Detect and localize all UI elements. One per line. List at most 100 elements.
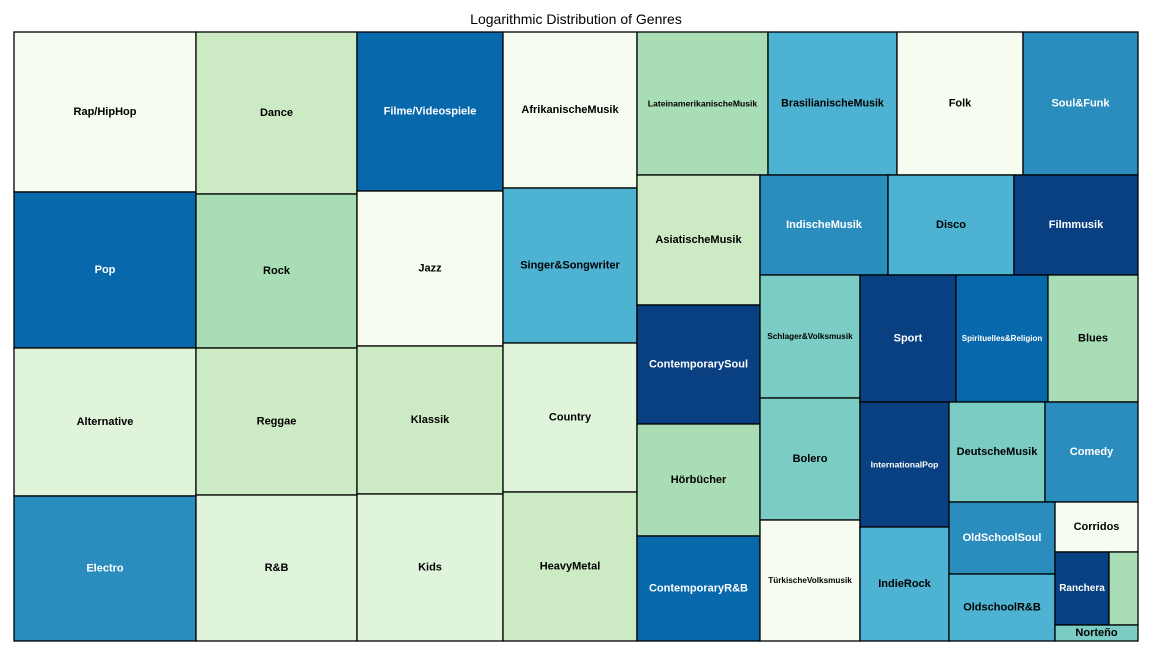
treemap-cell-norteno: Norteño [1054,624,1139,642]
treemap-cell-rap-hiphop: Rap/HipHop [13,31,197,193]
treemap-cell-klassik: Klassik [356,345,504,495]
treemap-label-lateinamerikanischemusik: LateinamerikanischeMusik [648,99,758,109]
treemap-cell-lateinamerikanischemusik: LateinamerikanischeMusik [636,31,769,176]
treemap-rect-bolero [759,397,861,521]
treemap-label-asiatischemusik: AsiatischeMusik [655,234,742,246]
treemap-rect-unlabeled-41 [1108,551,1139,626]
treemap-rect-folk [896,31,1024,176]
treemap-cell-asiatischemusik: AsiatischeMusik [636,174,761,306]
treemap-cell-oldschoolr-and-b: OldschoolR&B [948,573,1056,642]
treemap-rect-disco [887,174,1015,276]
treemap-cell-turkischevolksmusik: TürkischeVolksmusik [759,519,861,642]
treemap-cell-schlager-and-volksmusik: Schlager&Volksmusik [759,274,861,399]
treemap-label-blues: Blues [1078,333,1108,345]
treemap-rect-corridos [1054,501,1139,553]
treemap-label-oldschoolr-and-b: OldschoolR&B [963,602,1041,614]
treemap-label-kids: Kids [418,562,442,574]
treemap-label-ranchera: Ranchera [1059,583,1105,594]
treemap-label-rock: Rock [263,265,291,277]
treemap-cell-country: Country [502,342,638,493]
treemap-rect-singer-and-songwriter [502,187,638,344]
treemap-cell-filme-videospiele: Filme/Videospiele [356,31,504,192]
treemap-cell-disco: Disco [887,174,1015,276]
treemap-label-internationalpop: InternationalPop [871,460,939,470]
treemap-cell-folk: Folk [896,31,1024,176]
chart-title: Logarithmic Distribution of Genres [470,11,682,27]
treemap-cell-reggae: Reggae [195,347,358,496]
treemap-cell-oldschoolsoul: OldSchoolSoul [948,501,1056,575]
treemap-rect-blues [1047,274,1139,403]
treemap-cell-singer-and-songwriter: Singer&Songwriter [502,187,638,344]
treemap-cell-brasilianischemusik: BrasilianischeMusik [767,31,898,176]
treemap-label-soul-and-funk: Soul&Funk [1051,98,1110,110]
treemap-rect-electro [13,495,197,642]
treemap-label-folk: Folk [949,98,972,110]
treemap-cell-jazz: Jazz [356,190,504,347]
treemap-rect-contemporaryr-and-b [636,535,761,642]
treemap-cell-pop: Pop [13,191,197,349]
treemap-label-corridos: Corridos [1074,521,1120,533]
treemap-cell-soul-and-funk: Soul&Funk [1022,31,1139,176]
treemap-cell-heavymetal: HeavyMetal [502,491,638,642]
treemap-label-jazz: Jazz [418,263,442,275]
treemap-label-klassik: Klassik [411,414,450,426]
treemap-rect-country [502,342,638,493]
treemap-rect-reggae [195,347,358,496]
treemap-label-indischemusik: IndischeMusik [786,219,863,231]
treemap-cell-filmmusik: Filmmusik [1013,174,1139,276]
treemap-label-r-and-b: R&B [265,562,289,574]
treemap-cell-indierock: IndieRock [859,526,950,642]
treemap-cell-blues: Blues [1047,274,1139,403]
treemap-label-deutschemusik: DeutscheMusik [957,446,1039,458]
treemap-rect-turkischevolksmusik [759,519,861,642]
treemap-label-electro: Electro [86,563,124,575]
treemap-cell-dance: Dance [195,31,358,195]
treemap-rect-kids [356,493,504,642]
treemap-label-turkischevolksmusik: TürkischeVolksmusik [768,576,852,585]
treemap-label-dance: Dance [260,107,293,119]
treemap-label-bolero: Bolero [793,453,828,465]
treemap-rect-brasilianischemusik [767,31,898,176]
treemap-rect-soul-and-funk [1022,31,1139,176]
treemap-rect-spirituelles-and-religion [955,274,1049,403]
treemap-cell-corridos: Corridos [1054,501,1139,553]
treemap-rect-schlager-and-volksmusik [759,274,861,399]
treemap-label-spirituelles-and-religion: Spirituelles&Religion [962,334,1043,343]
treemap-label-norteno: Norteño [1075,627,1117,639]
treemap-label-disco: Disco [936,219,966,231]
treemap-rect-sport [859,274,957,403]
treemap-rect-indischemusik [759,174,889,276]
treemap-label-filme-videospiele: Filme/Videospiele [384,106,477,118]
treemap-rect-internationalpop [859,401,950,528]
treemap-label-contemporarysoul: ContemporarySoul [649,359,748,371]
treemap-rect-comedy [1044,401,1139,503]
treemap-cell-bolero: Bolero [759,397,861,521]
treemap-label-reggae: Reggae [257,416,297,428]
treemap-label-horbucher: Hörbücher [671,474,727,486]
treemap-label-sport: Sport [894,333,923,345]
treemap-cell-kids: Kids [356,493,504,642]
treemap-label-singer-and-songwriter: Singer&Songwriter [520,260,620,272]
treemap-rect-ranchera [1054,551,1110,626]
treemap-rect-filmmusik [1013,174,1139,276]
treemap-cell-spirituelles-and-religion: Spirituelles&Religion [955,274,1049,403]
treemap-cell-afrikanischemusik: AfrikanischeMusik [502,31,638,189]
treemap-label-brasilianischemusik: BrasilianischeMusik [781,98,884,110]
treemap-label-country: Country [549,412,592,424]
treemap-rect-r-and-b [195,494,358,642]
treemap-cell-ranchera: Ranchera [1054,551,1110,626]
treemap-cell-contemporarysoul: ContemporarySoul [636,304,761,425]
treemap-cell-horbucher: Hörbücher [636,423,761,537]
treemap-rect-deutschemusik [948,401,1046,503]
treemap-label-comedy: Comedy [1070,446,1114,458]
treemap-cell-indischemusik: IndischeMusik [759,174,889,276]
treemap-rect-contemporarysoul [636,304,761,425]
treemap-rect-afrikanischemusik [502,31,638,189]
treemap-cell-unlabeled-41 [1108,551,1139,626]
treemap-rect-filme-videospiele [356,31,504,192]
treemap-label-heavymetal: HeavyMetal [540,561,601,573]
treemap-cell-deutschemusik: DeutscheMusik [948,401,1046,503]
treemap-label-schlager-and-volksmusik: Schlager&Volksmusik [767,332,853,341]
treemap-label-oldschoolsoul: OldSchoolSoul [963,532,1042,544]
